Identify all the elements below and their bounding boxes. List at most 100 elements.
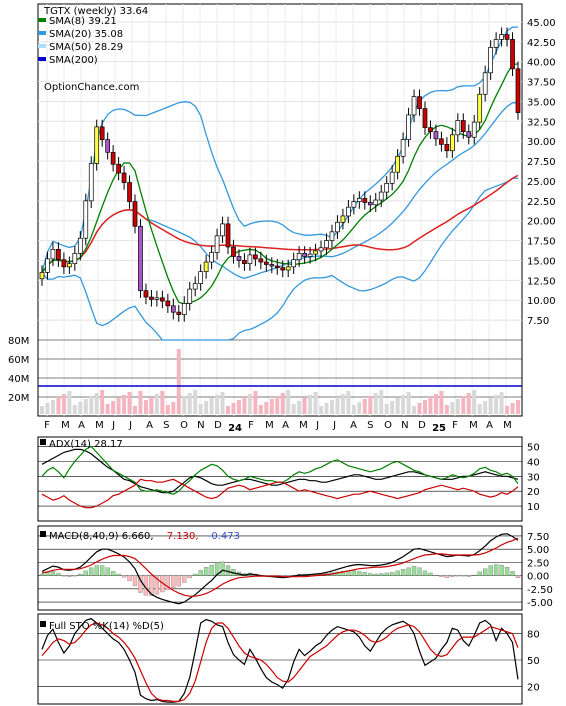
volume-bar: [56, 397, 61, 414]
macd-histogram-bar: [203, 566, 209, 576]
volume-bar: [379, 390, 384, 414]
candle-body: [307, 253, 313, 257]
volume-bar: [182, 396, 187, 414]
panel-tick-label: 40: [527, 457, 540, 468]
x-tick-label: D: [214, 420, 222, 431]
legend-swatch: [38, 57, 46, 61]
volume-bar: [286, 390, 291, 414]
candle-body: [154, 297, 160, 300]
panel-tick-label: 80: [527, 630, 540, 641]
candle-body: [274, 265, 280, 268]
volume-tick-label: 20M: [8, 393, 29, 404]
candle-body: [165, 300, 171, 307]
volume-bar: [236, 400, 241, 414]
volume-bar: [297, 401, 302, 414]
candle-body: [50, 248, 56, 260]
candle-body: [203, 261, 209, 272]
series-line: [41, 622, 519, 703]
macd-histogram-bar: [472, 574, 477, 576]
x-tick-label: F: [248, 420, 254, 431]
x-tick-label: F: [452, 420, 458, 431]
candle-body: [455, 120, 461, 136]
macd-histogram-bar: [198, 570, 203, 576]
macd-histogram-bar: [78, 573, 83, 576]
volume-bar: [450, 402, 455, 414]
candle-body: [356, 198, 362, 202]
macd-histogram-bar: [83, 570, 88, 576]
candle-body: [444, 144, 450, 152]
adx-panel: 50 40 30 20 10 ADX(14) 28.17: [37, 436, 540, 522]
price-tick-label: 7.50: [527, 316, 549, 327]
candle-body: [220, 223, 225, 237]
legend-swatch: [38, 31, 46, 35]
volume-bar: [258, 405, 263, 414]
macd-histogram-bar: [50, 571, 56, 576]
macd-legend: MACD(8,40,9) 6.660, 7.130, -0.473: [49, 531, 240, 542]
macd-histogram-bar: [362, 572, 367, 576]
volume-bar: [433, 394, 438, 414]
candle-body: [116, 163, 121, 174]
macd-histogram-bar: [428, 572, 433, 576]
volume-bar: [362, 399, 367, 414]
panel-tick-label: 20: [527, 682, 540, 693]
price-tick-label: 27.50: [527, 157, 556, 168]
macd-histogram-bar: [193, 573, 198, 576]
legend-entry: SMA(8) 39.21: [49, 16, 117, 27]
candle-body: [225, 223, 231, 248]
macd-histogram-bar: [379, 573, 384, 576]
volume-bar: [516, 400, 520, 414]
price-panel-frame: [37, 3, 523, 417]
sma50-line: [41, 174, 519, 273]
candle-body: [231, 246, 236, 257]
price-panel: 45.00 42.50 40.00 37.50 35.00 32.50 30.00 27.50…: [8, 3, 556, 417]
panel-tick-label: 10: [527, 502, 540, 513]
macd-histogram-bar: [406, 567, 411, 576]
volume-bar: [40, 406, 44, 414]
volume-bar: [204, 401, 209, 414]
panel-tick-label: -2.50: [527, 585, 553, 596]
macd-histogram-bar: [461, 575, 466, 577]
x-tick-label: A: [78, 420, 85, 431]
macd-histogram-bar: [504, 566, 510, 576]
volume-bar: [329, 400, 334, 414]
candle-body: [99, 126, 105, 140]
volume-bar: [220, 392, 225, 414]
x-tick-label: 25: [432, 423, 446, 434]
sto-panel-frame: [37, 613, 523, 705]
volume-bar: [335, 397, 340, 414]
candle-body: [285, 266, 291, 271]
candle-body: [187, 288, 193, 304]
candle-body: [209, 252, 214, 263]
candle-body: [318, 247, 324, 252]
x-tick-label: O: [180, 420, 188, 431]
macd-histogram-bar: [433, 574, 439, 576]
sma8-line: [41, 63, 519, 305]
volume-bars: [38, 349, 522, 414]
candle-body: [351, 201, 357, 208]
price-y-axis: 45.00 42.50 40.00 37.50 35.00 32.50 30.00 27.50…: [527, 18, 556, 327]
volume-bar: [116, 398, 121, 414]
macd-histogram-bar: [209, 564, 214, 576]
candle-body: [61, 259, 67, 268]
macd-histogram-bar: [182, 575, 187, 583]
candle-body: [400, 139, 406, 157]
volume-bar: [209, 398, 214, 414]
volume-bar: [105, 404, 110, 414]
price-tick-label: 12.50: [527, 276, 556, 287]
macd-panel: 7.50 5.00 2.50 0.00 -2.50 -5.00 MACD(8,40,9) …: [37, 525, 553, 611]
x-tick-label: M: [265, 420, 274, 431]
volume-bar: [488, 398, 493, 414]
price-tick-label: 22.50: [527, 197, 556, 208]
candle-body: [417, 96, 422, 109]
candle-body: [181, 303, 187, 315]
volume-bar: [275, 396, 280, 414]
x-tick-label: A: [282, 420, 289, 431]
volume-bar: [313, 392, 318, 414]
volume-bar: [357, 402, 362, 414]
volume-bar: [477, 404, 482, 414]
candle-body: [143, 290, 149, 298]
candle-body: [335, 221, 340, 233]
series-line: [41, 478, 519, 509]
volume-bar: [384, 404, 389, 414]
candle-body: [460, 120, 466, 132]
